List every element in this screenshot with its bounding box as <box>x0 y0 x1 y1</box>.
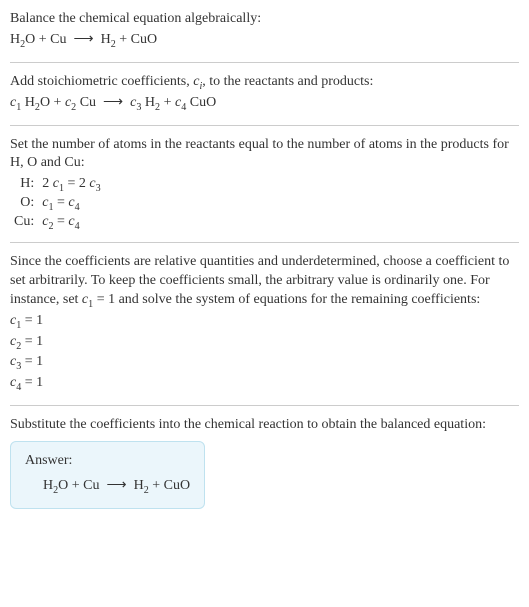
table-row: O: c1 = c4 <box>10 194 105 213</box>
section-add-coefficients: Add stoichiometric coefficients, ci, to … <box>10 73 519 126</box>
section-problem: Balance the chemical equation algebraica… <box>10 10 519 63</box>
unbalanced-equation: H2O + Cu ⟶ H2 + CuO <box>10 31 519 50</box>
section-solve: Since the coefficients are relative quan… <box>10 253 519 406</box>
section-answer: Substitute the coefficients into the che… <box>10 416 519 519</box>
coeff-value: c1 = 1 <box>10 312 519 331</box>
table-row: H: 2 c1 = 2 c3 <box>10 175 105 194</box>
substitute-intro: Substitute the coefficients into the che… <box>10 416 519 435</box>
table-row: Cu: c2 = c4 <box>10 213 105 232</box>
coeff-value: c4 = 1 <box>10 374 519 393</box>
answer-title: Answer: <box>25 452 190 471</box>
solve-intro: Since the coefficients are relative quan… <box>10 253 519 310</box>
section-atom-balance: Set the number of atoms in the reactants… <box>10 136 519 243</box>
coeff-value: c3 = 1 <box>10 353 519 372</box>
add-coeff-intro: Add stoichiometric coefficients, ci, to … <box>10 73 519 92</box>
prompt-text: Balance the chemical equation algebraica… <box>10 10 519 29</box>
atom-label: Cu: <box>10 213 38 232</box>
answer-box: Answer: H2O + Cu ⟶ H2 + CuO <box>10 441 205 509</box>
atom-equation: c1 = c4 <box>38 194 104 213</box>
coeff-value: c2 = 1 <box>10 333 519 352</box>
atom-balance-intro: Set the number of atoms in the reactants… <box>10 136 519 174</box>
coeff-equation: c1 H2O + c2 Cu ⟶ c3 H2 + c4 CuO <box>10 94 519 113</box>
atom-label: O: <box>10 194 38 213</box>
atom-balance-table: H: 2 c1 = 2 c3 O: c1 = c4 Cu: c2 = c4 <box>10 175 105 232</box>
atom-label: H: <box>10 175 38 194</box>
atom-equation: c2 = c4 <box>38 213 104 232</box>
balanced-equation: H2O + Cu ⟶ H2 + CuO <box>25 477 190 496</box>
atom-equation: 2 c1 = 2 c3 <box>38 175 104 194</box>
